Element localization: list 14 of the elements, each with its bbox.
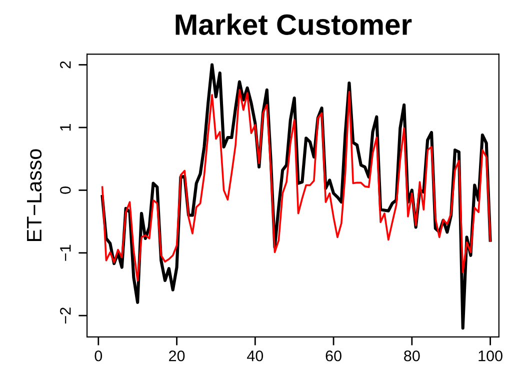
- x-tick-label: 100: [478, 350, 502, 362]
- x-tick-label: 20: [169, 350, 185, 362]
- y-tick-label: 0: [60, 186, 71, 194]
- y-axis-title: ET−Lasso: [27, 149, 42, 241]
- line-series: [101, 88, 492, 282]
- chart-title: Market Customer: [176, 14, 412, 35]
- x-tick-label: 40: [247, 350, 264, 362]
- y-tick-label: −1: [60, 244, 71, 261]
- x-tick-label: 80: [404, 350, 420, 362]
- y-tick-label: 2: [60, 61, 71, 68]
- x-tick-label: 60: [326, 350, 342, 362]
- y-tick-label: 1: [60, 124, 71, 131]
- y-tick-label: −2: [60, 308, 71, 324]
- x-tick-label: 0: [94, 350, 102, 362]
